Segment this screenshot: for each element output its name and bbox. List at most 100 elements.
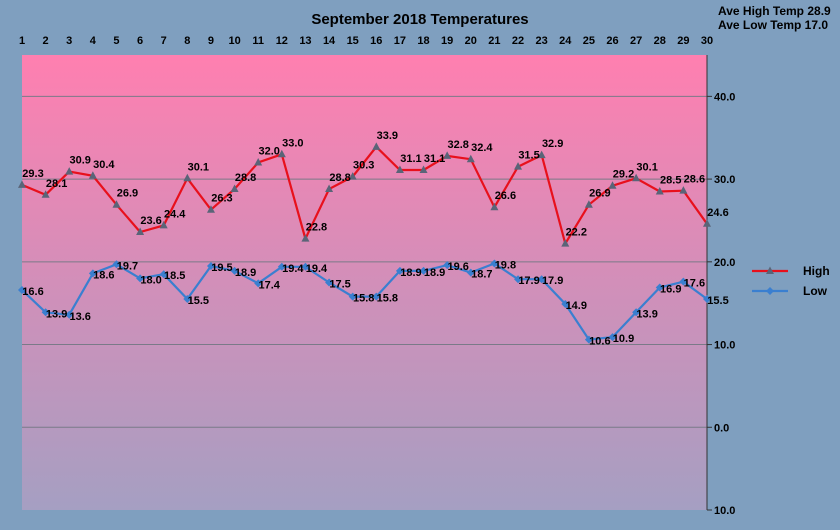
low-series-data-label: 19.5: [211, 262, 232, 274]
low-series-data-label: 14.9: [566, 300, 587, 312]
data-labels: 29.328.130.9 30.426.923.624.430.126.328.8…: [22, 130, 728, 348]
low-series-data-label: 19.6: [447, 261, 468, 273]
x-tick-label: 28: [654, 35, 666, 47]
low-series-data-label: 19.4: [306, 263, 328, 275]
high-series-data-label: 26.3: [211, 193, 232, 205]
low-series-point: [632, 308, 641, 317]
low-series-data-label: 18.7: [471, 269, 492, 281]
high-series-point: [419, 165, 428, 173]
low-series-data-label: 17.4: [258, 279, 280, 291]
low-series-point: [183, 295, 192, 304]
high-series-point: [655, 187, 664, 195]
high-series-point: [561, 239, 570, 247]
low-series-data-label: 19.8: [495, 259, 516, 271]
high-series-data-label: 22.8: [306, 222, 327, 234]
x-tick-label: 1: [19, 35, 25, 47]
low-series-point: [679, 277, 688, 286]
high-series-point: [88, 171, 97, 179]
low-series-data-label: 18.9: [235, 267, 256, 279]
y-tick-label: 0.0: [714, 422, 729, 434]
high-series-point: [277, 149, 286, 158]
high-series-point: [703, 219, 711, 227]
low-series-data-label: 16.6: [22, 286, 43, 298]
x-tick-label: 9: [208, 35, 214, 47]
low-series-point: [325, 278, 334, 287]
ave-low-annotation: Ave Low Temp 17.0: [718, 18, 828, 32]
low-series-point: [159, 270, 168, 279]
high-series-data-label: 30.1: [188, 161, 209, 173]
x-tick-label: 3: [66, 35, 72, 47]
low-series-data-label: 16.9: [660, 283, 681, 295]
high-series-point: [372, 142, 381, 150]
high-series-data-label: 31.5: [518, 150, 539, 162]
high-series-data-label: 24.4: [164, 208, 186, 220]
x-tick-label: 8: [184, 35, 190, 47]
high-series-point: [41, 190, 50, 198]
low-series-line: [21, 262, 708, 341]
high-series-data-label: 28.8: [329, 172, 350, 184]
high-series-point: [112, 200, 121, 208]
high-series-data-label: 32.0: [258, 146, 279, 158]
low-series-point: [608, 333, 617, 342]
x-tick-label: 21: [488, 35, 500, 47]
high-series-data-label: 26.9: [589, 188, 610, 200]
low-series-data-label: 15.8: [353, 293, 374, 305]
series: [18, 142, 711, 344]
x-tick-label: 5: [113, 35, 119, 47]
x-tick-label: 11: [252, 35, 264, 47]
low-series-data-label: 19.7: [117, 260, 138, 272]
low-series-data-label: 15.5: [188, 295, 209, 307]
low-series-point: [443, 261, 452, 270]
x-tick-label: 13: [299, 35, 311, 47]
x-tick-label: 25: [583, 35, 595, 47]
x-tick-label: 12: [276, 35, 288, 47]
y-tick-label: 30.0: [714, 174, 735, 186]
high-series-point: [206, 205, 215, 213]
high-series-data-label: 28.5: [660, 175, 681, 187]
low-series-data-label: 18.9: [400, 267, 421, 279]
chart-title: September 2018 Temperatures: [311, 11, 528, 28]
y-tick-label: 20.0: [714, 257, 735, 269]
x-tick-label: 23: [536, 35, 548, 47]
low-series-point: [65, 310, 74, 319]
high-series-point: [584, 200, 593, 208]
high-series-data-label: 33.0: [282, 137, 303, 149]
low-series-point: [18, 285, 26, 294]
high-series-point: [514, 162, 523, 170]
low-series-point: [537, 275, 546, 284]
x-tick-label: 15: [347, 35, 359, 47]
low-series-data-label: 18.6: [93, 269, 114, 281]
low-series-point: [112, 260, 121, 269]
legend-high-point: [766, 266, 774, 274]
gridlines: [22, 95, 707, 428]
high-series-data-label: 26.6: [495, 190, 516, 202]
high-series-data-label: 28.1: [46, 178, 67, 190]
high-series-data-label: 32.4: [471, 142, 493, 154]
low-series-data-label: 17.5: [329, 279, 350, 291]
low-series-data-label: 18.0: [140, 274, 161, 286]
high-series-point: [18, 180, 26, 188]
low-series-data-label: 15.5: [707, 295, 728, 307]
high-series-data-label: 22.2: [566, 227, 587, 239]
x-tick-label: 16: [370, 35, 382, 47]
high-series-data-label: 28.8: [235, 172, 256, 184]
low-series-data-label: 13.6: [70, 311, 91, 323]
high-series-point: [466, 154, 475, 163]
ave-high-annotation: Ave High Temp 28.9: [718, 4, 831, 18]
high-series-point: [537, 150, 546, 159]
low-series-point: [348, 292, 357, 301]
low-series-point: [230, 266, 239, 275]
high-series-data-label: 33.9: [377, 130, 398, 142]
high-series-point: [65, 167, 74, 175]
low-series-point: [703, 295, 711, 304]
y-tick-label: 10.0: [714, 340, 735, 352]
high-series-point: [159, 220, 168, 229]
x-tick-label: 10: [228, 35, 240, 47]
low-series-data-label: 13.9: [46, 308, 67, 320]
high-series-point: [443, 151, 452, 159]
x-tick-label: 19: [441, 35, 453, 47]
low-series-point: [490, 259, 499, 268]
low-series-data-label: 19.4: [282, 263, 304, 275]
